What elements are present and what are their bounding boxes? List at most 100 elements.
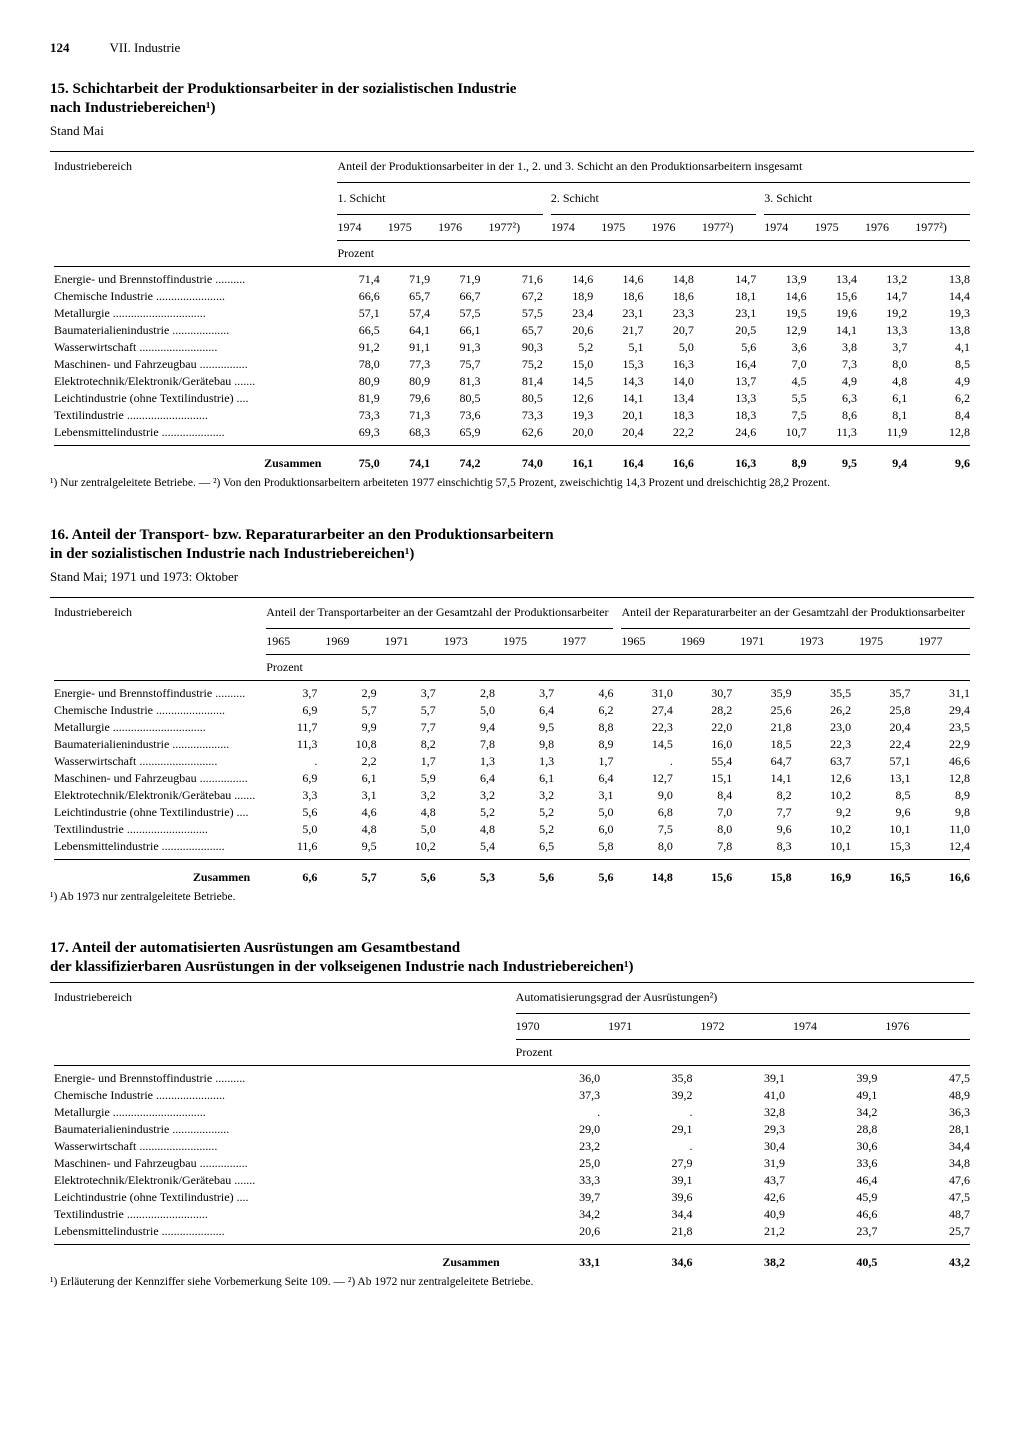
table15-row-label: Lebensmittelindustrie ..................… (50, 424, 333, 441)
table17-row-label: Leichtindustrie (ohne Textilindustrie) .… (50, 1189, 512, 1206)
table16-cell: 5,2 (440, 804, 499, 821)
table17-cell: 31,9 (697, 1155, 789, 1172)
table16-cell: 23,5 (914, 719, 974, 736)
table15-cell: 8,6 (811, 407, 861, 424)
table16-cell: 6,4 (440, 770, 499, 787)
table16-cell: 8,3 (736, 838, 795, 855)
table15-year-9: 1975 (811, 219, 861, 236)
table17-cell: 34,4 (881, 1138, 974, 1155)
table17-cell: 21,8 (604, 1223, 696, 1240)
table15-cell: 21,7 (597, 322, 647, 339)
t15-group-2: 3. Schicht (760, 187, 974, 210)
table17-year-0: 1970 (512, 1018, 604, 1035)
table15-cell: 66,6 (333, 288, 383, 305)
table16-cell: 9,4 (440, 719, 499, 736)
t16-unit: Prozent (262, 659, 974, 676)
table16-cell: 22,3 (796, 736, 855, 753)
table-17-section: 17. Anteil der automatisierten Ausrüstun… (50, 940, 974, 1291)
table16-cell: 12,8 (914, 770, 974, 787)
table15-row-label: Maschinen- und Fahrzeugbau .............… (50, 356, 333, 373)
table16-cell: 8,2 (736, 787, 795, 804)
table17-year-1: 1971 (604, 1018, 696, 1035)
table15-cell: 4,8 (861, 373, 911, 390)
table16-cell: 3,7 (381, 685, 440, 702)
table15-cell: 75,2 (485, 356, 547, 373)
table16-cell: 6,4 (499, 702, 558, 719)
table15-cell: 57,5 (434, 305, 484, 322)
table15-cell: 16,3 (648, 356, 698, 373)
table16-cell: 15,1 (677, 770, 736, 787)
table16-summary-cell: 16,9 (796, 864, 855, 886)
table15-cell: 22,2 (648, 424, 698, 441)
table15-cell: 5,0 (648, 339, 698, 356)
table16-cell: 3,3 (262, 787, 321, 804)
table16-cell: 9,5 (499, 719, 558, 736)
table16-cell: 12,6 (796, 770, 855, 787)
table15-cell: 65,9 (434, 424, 484, 441)
table16-cell: 12,4 (914, 838, 974, 855)
page-header: 124 VII. Industrie (50, 40, 974, 56)
table15-cell: 18,3 (648, 407, 698, 424)
table15-summary-cell: 74,0 (485, 450, 547, 472)
table16-cell: 7,8 (440, 736, 499, 753)
table17-cell: 41,0 (697, 1087, 789, 1104)
table16-cell: 6,4 (558, 770, 617, 787)
chapter-title: VII. Industrie (110, 40, 181, 56)
table15-cell: 20,0 (547, 424, 597, 441)
table16-cell: 6,2 (558, 702, 617, 719)
table16-summary-cell: 5,6 (499, 864, 558, 886)
table17-cell: 34,2 (789, 1104, 881, 1121)
table17-cell: 32,8 (697, 1104, 789, 1121)
table15-cell: 14,3 (597, 373, 647, 390)
table16-cell: 2,9 (321, 685, 380, 702)
table15-cell: 18,6 (597, 288, 647, 305)
table16-year-7: 1969 (677, 633, 736, 650)
t16-title: 16. Anteil der Transport- bzw. Reparatur… (50, 527, 974, 544)
table15-year-7: 1977²) (698, 219, 760, 236)
table15-cell: 14,4 (911, 288, 974, 305)
table17-cell: 42,6 (697, 1189, 789, 1206)
table16-year-2: 1971 (381, 633, 440, 650)
table16-row-label: Metallurgie ............................… (50, 719, 262, 736)
table15-cell: 6,3 (811, 390, 861, 407)
table16-cell: 22,3 (617, 719, 676, 736)
table16-cell: 18,5 (736, 736, 795, 753)
t17-col-label: Industriebereich (50, 986, 512, 1009)
t15-col-label: Industriebereich (50, 155, 333, 187)
table16-cell: 5,0 (262, 821, 321, 838)
table17-cell: 35,8 (604, 1070, 696, 1087)
table16-cell: 5,7 (381, 702, 440, 719)
t15-overall-header: Anteil der Produktionsarbeiter in der 1.… (333, 155, 974, 178)
table17-row-label: Lebensmittelindustrie ..................… (50, 1223, 512, 1240)
table15-cell: 7,0 (760, 356, 810, 373)
table16-cell: 7,5 (617, 821, 676, 838)
table15-cell: 71,9 (434, 271, 484, 288)
table15-cell: 8,0 (861, 356, 911, 373)
table15-cell: 14,1 (811, 322, 861, 339)
table15-cell: 16,4 (698, 356, 760, 373)
table16-cell: 10,2 (796, 821, 855, 838)
table15-cell: 66,5 (333, 322, 383, 339)
table17-cell: 29,0 (512, 1121, 604, 1138)
table15-cell: 80,9 (333, 373, 383, 390)
table15-cell: 81,3 (434, 373, 484, 390)
table16-cell: 3,7 (262, 685, 321, 702)
table16-cell: 1,3 (440, 753, 499, 770)
t15-title: 15. Schichtarbeit der Produktionsarbeite… (50, 81, 974, 98)
table16-cell: 6,8 (617, 804, 676, 821)
table17-cell: 45,9 (789, 1189, 881, 1206)
t17-overall-header: Automatisierungsgrad der Ausrüstungen²) (512, 986, 974, 1009)
table17-cell: 34,4 (604, 1206, 696, 1223)
table16-cell: 21,8 (736, 719, 795, 736)
table15-cell: 3,8 (811, 339, 861, 356)
table16-cell: 35,7 (855, 685, 914, 702)
t16-summary-label: Zusammen (50, 864, 262, 886)
table17-year-3: 1974 (789, 1018, 881, 1035)
t15-footnote: ¹) Nur zentralgeleitete Betriebe. — ²) V… (50, 476, 974, 492)
table16-cell: 9,6 (736, 821, 795, 838)
table15-cell: 5,5 (760, 390, 810, 407)
table15-cell: 71,3 (384, 407, 434, 424)
table16-cell: 9,9 (321, 719, 380, 736)
table17-cell: 23,2 (512, 1138, 604, 1155)
table16-year-5: 1977 (558, 633, 617, 650)
